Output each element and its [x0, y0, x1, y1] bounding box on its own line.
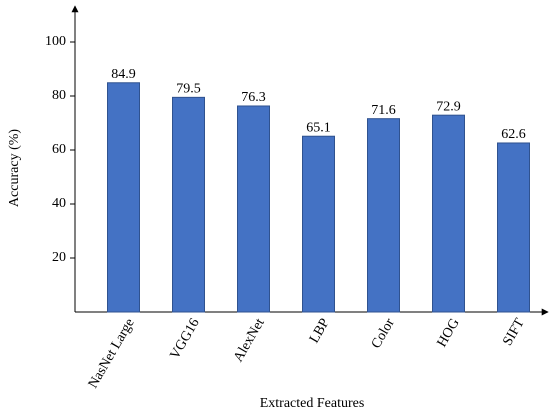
x-tick-label: Color	[369, 316, 398, 351]
x-tick-label: SIFT	[500, 316, 528, 349]
x-tick-label: AlexNet	[231, 316, 268, 365]
value-label: 84.9	[111, 67, 136, 82]
value-label: 65.1	[306, 120, 331, 135]
bar	[367, 118, 400, 313]
bar	[497, 142, 530, 313]
y-tick-label: 60	[52, 142, 66, 157]
bar	[107, 82, 140, 313]
x-tick-label: HOG	[435, 316, 463, 350]
value-label: 72.9	[436, 99, 461, 114]
value-label: 62.6	[501, 127, 526, 142]
value-label: 79.5	[176, 82, 201, 97]
x-tick-label: VGG16	[168, 316, 203, 362]
y-tick-label: 40	[52, 196, 66, 211]
value-label: 71.6	[371, 103, 396, 118]
bar	[432, 114, 465, 313]
y-tick-label: 100	[45, 34, 66, 49]
x-tick-label: LBP	[307, 316, 333, 346]
bar	[172, 96, 205, 313]
value-label: 76.3	[241, 90, 266, 105]
x-axis-title: Extracted Features	[260, 396, 365, 411]
bar	[302, 135, 335, 313]
x-tick-label: NasNet Large	[86, 316, 138, 391]
y-tick-label: 80	[52, 88, 66, 103]
y-tick-label: 20	[52, 250, 66, 265]
bar	[237, 105, 270, 313]
y-axis-title: Accuracy (%)	[7, 129, 22, 207]
